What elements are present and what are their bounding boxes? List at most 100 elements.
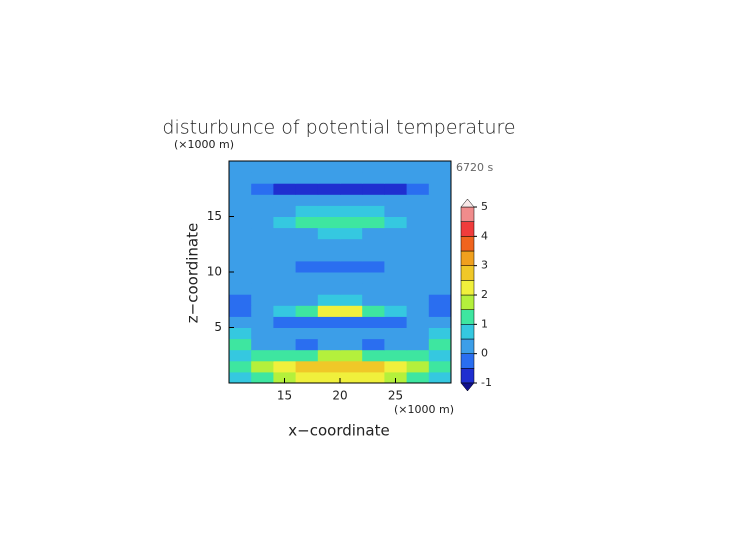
colorbar-tick-label: 5	[481, 200, 488, 213]
field-cell	[406, 283, 430, 295]
colorbar-box	[460, 368, 475, 384]
field-cell	[251, 272, 274, 284]
field-cell	[428, 249, 452, 262]
colorbar-box	[460, 206, 475, 222]
field-cell	[428, 305, 452, 317]
field-cell	[251, 260, 274, 273]
field-cell	[295, 249, 319, 262]
field-cell	[428, 205, 452, 217]
colorbar-box	[460, 353, 475, 369]
field-cell	[406, 305, 430, 317]
field-cell	[295, 305, 319, 317]
field-cell	[273, 305, 297, 317]
field-cell	[317, 161, 341, 173]
field-cell	[340, 316, 363, 328]
colorbar-box	[460, 309, 475, 325]
field-cell	[295, 227, 319, 240]
field-cell	[229, 216, 252, 229]
field-cell	[384, 238, 408, 251]
field-cell	[428, 283, 452, 295]
field-cell	[406, 238, 430, 251]
colorbar-tick-label: 2	[481, 288, 488, 301]
field-cell	[295, 260, 319, 273]
colorbar-tick-label: -1	[481, 376, 492, 389]
field-cell	[362, 283, 385, 295]
field-cell	[295, 371, 319, 384]
field-cell	[295, 316, 319, 328]
field-cell	[406, 349, 430, 362]
field-cell	[428, 349, 452, 362]
field-cell	[295, 338, 319, 351]
field-cell	[428, 294, 452, 306]
field-cell	[229, 349, 252, 362]
field-cell	[362, 238, 385, 251]
field-cell	[273, 194, 297, 206]
colorbar-box	[460, 280, 475, 296]
field-cell	[362, 172, 385, 184]
field-cell	[340, 327, 363, 340]
x-tick-label: 20	[332, 389, 347, 403]
colorbar-box	[460, 250, 475, 266]
field-cell	[251, 183, 274, 195]
field-cell	[384, 205, 408, 217]
field-cell	[251, 283, 274, 295]
x-unit: (×1000 m)	[394, 403, 454, 416]
field-cell	[317, 327, 341, 340]
field-cell	[340, 294, 363, 306]
field-cell	[229, 205, 252, 217]
colorbar-tick-label: 4	[481, 229, 488, 242]
field-cell	[251, 172, 274, 184]
field-cell	[340, 272, 363, 284]
field-cell	[428, 338, 452, 351]
field-cell	[406, 294, 430, 306]
field-cell	[273, 316, 297, 328]
field-cell	[317, 349, 341, 362]
field-cell	[251, 305, 274, 317]
field-cell	[384, 371, 408, 384]
field-cell	[317, 338, 341, 351]
field-cell	[295, 205, 319, 217]
field-cell	[362, 316, 385, 328]
field-cell	[362, 216, 385, 229]
field-cell	[340, 349, 363, 362]
field-cell	[295, 194, 319, 206]
field-cell	[273, 283, 297, 295]
field-cell	[273, 338, 297, 351]
y-unit: (×1000 m)	[174, 138, 234, 151]
field-cell	[384, 349, 408, 362]
field-cell	[384, 227, 408, 240]
field-cell	[251, 194, 274, 206]
field-cell	[428, 216, 452, 229]
field-cell	[295, 349, 319, 362]
field-cell	[406, 371, 430, 384]
field-cell	[273, 216, 297, 229]
field-cell	[317, 294, 341, 306]
field-cell	[340, 227, 363, 240]
colorbar-box	[460, 324, 475, 340]
field-cell	[362, 227, 385, 240]
field-cell	[229, 283, 252, 295]
field-cell	[273, 294, 297, 306]
field-cell	[340, 249, 363, 262]
field-cell	[295, 161, 319, 173]
field-cell	[229, 260, 252, 273]
field-cell	[229, 338, 252, 351]
field-cell	[406, 161, 430, 173]
chart-title: disturbunce of potential temperature	[162, 117, 515, 139]
field-cell	[317, 316, 341, 328]
colorbar-box	[460, 265, 475, 281]
field-cell	[384, 272, 408, 284]
field-cell	[428, 327, 452, 340]
field-cell	[406, 360, 430, 373]
y-axis-label: z−coordinate	[184, 223, 202, 323]
field-cell	[273, 272, 297, 284]
field-cell	[251, 371, 274, 384]
field-cell	[384, 305, 408, 317]
field-cell	[406, 205, 430, 217]
field-cell	[273, 183, 297, 195]
field-cell	[229, 305, 252, 317]
field-cell	[251, 294, 274, 306]
field-cell	[362, 205, 385, 217]
field-cell	[340, 360, 363, 373]
